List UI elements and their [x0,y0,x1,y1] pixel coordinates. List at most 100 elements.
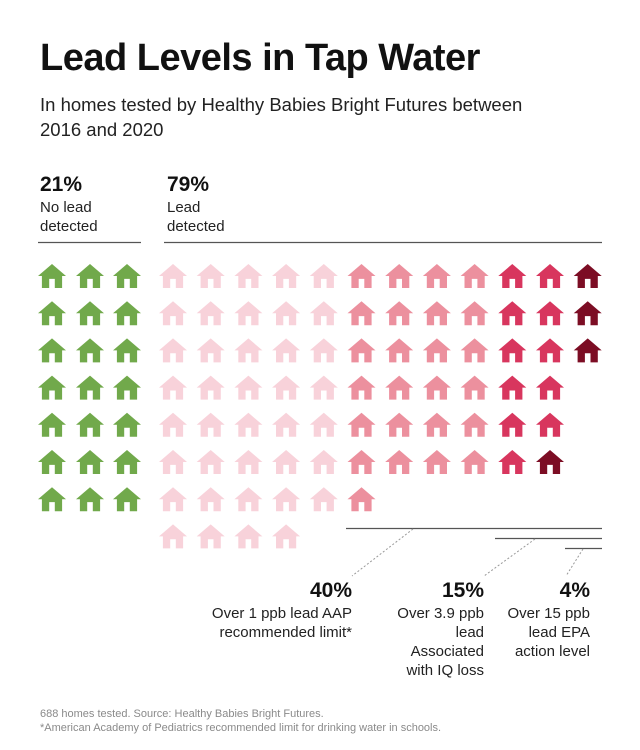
house-icon-over-1 [385,412,414,437]
house-icon-no-lead [113,487,141,512]
house-icon-lead-under-1 [234,450,263,474]
house-icon-over-3-9 [536,412,564,437]
over-1-label: Over 1 ppb lead AAP recommended limit* [211,605,352,641]
house-icon-no-lead [76,487,104,512]
house-icon-lead-under-1 [159,375,187,400]
house-icon-lead-under-1 [196,450,225,474]
house-icon-no-lead [113,264,141,288]
house-icon-lead-under-1 [196,375,225,400]
house-icon-over-1 [385,375,414,400]
house-icon-lead-under-1 [159,450,187,474]
house-icon-over-1 [347,487,376,512]
house-icon-no-lead [76,450,104,474]
house-icon-over-1 [385,301,414,326]
over-3-9-label: Over 3.9 ppb lead Associated with IQ los… [397,605,484,679]
house-icon-no-lead [38,264,66,288]
house-icon-lead-under-1 [272,524,301,549]
house-icon-no-lead [38,338,66,363]
house-icon-no-lead [113,338,141,363]
house-icon-over-1 [460,301,489,326]
house-icon-over-1 [422,264,451,288]
house-icon-lead-under-1 [159,338,187,363]
house-icon-over-15 [573,264,602,288]
house-icon-lead-under-1 [272,450,301,474]
house-icon-lead-under-1 [196,487,225,512]
house-icon-lead-under-1 [309,450,338,474]
house-icon-lead-under-1 [196,301,225,326]
over-1-group: 40% Over 1 ppb lead AAP recommended limi… [152,578,352,642]
house-icon-no-lead [38,412,66,437]
house-icon-over-1 [347,375,376,400]
house-icon-lead-under-1 [272,412,301,437]
house-icon-over-3-9 [536,264,564,288]
house-icon-over-1 [347,412,376,437]
chart-title: Lead Levels in Tap Water [40,37,480,79]
house-icon-over-1 [385,264,414,288]
over-15-label: Over 15 ppb lead EPA action level [507,605,590,660]
chart-subtitle: In homes tested by Healthy Babies Bright… [40,94,523,140]
over-15-leader [565,548,584,577]
house-icon-no-lead [38,450,66,474]
house-icon-lead-under-1 [234,264,263,288]
house-icon-lead-under-1 [234,375,263,400]
house-icon-over-15 [573,301,602,326]
house-icon-lead-under-1 [272,301,301,326]
house-icon-lead-under-1 [159,301,187,326]
over-1-percent: 40% [309,579,352,602]
over-3-9-leader [483,538,536,577]
house-icon-over-1 [347,264,376,288]
house-icon-over-1 [347,301,376,326]
lead-label: Lead detected [167,199,225,235]
house-icon-over-3-9 [498,264,527,288]
house-icon-over-1 [347,338,376,363]
house-icon-over-1 [347,450,376,474]
house-icon-lead-under-1 [309,487,338,512]
house-icon-over-3-9 [498,450,527,474]
house-icon-lead-under-1 [309,412,338,437]
house-icon-lead-under-1 [234,524,263,549]
house-icon-lead-under-1 [309,375,338,400]
house-icon-over-1 [422,338,451,363]
footer-source: 688 homes tested. Source: Healthy Babies… [40,708,324,720]
house-icon-over-1 [422,375,451,400]
house-icon-over-1 [422,301,451,326]
house-icon-over-3-9 [536,338,564,363]
lead-group: 79% Lead detected [167,172,247,236]
over-1-leader [351,528,414,577]
house-icon-lead-under-1 [159,412,187,437]
house-icon-lead-under-1 [234,487,263,512]
house-icon-over-3-9 [498,375,527,400]
house-icon-no-lead [76,375,104,400]
over-15-percent: 4% [559,579,590,602]
house-icon-no-lead [38,301,66,326]
house-icon-over-1 [422,450,451,474]
house-icon-lead-under-1 [196,264,225,288]
over-3-9-percent: 15% [441,579,484,602]
house-icon-no-lead [38,487,66,512]
house-icon-lead-under-1 [196,338,225,363]
over-15-group: 4% Over 15 ppb lead EPA action level [490,578,590,661]
house-icon-over-1 [460,412,489,437]
house-icon-no-lead [76,264,104,288]
house-icon-lead-under-1 [309,264,338,288]
house-icon-over-3-9 [498,412,527,437]
footer: 688 homes tested. Source: Healthy Babies… [40,708,441,735]
house-icon-over-15 [573,338,602,363]
house-icon-over-3-9 [536,301,564,326]
house-icon-lead-under-1 [272,487,301,512]
house-icon-lead-under-1 [159,487,187,512]
house-icon-over-3-9 [498,338,527,363]
no-lead-percent: 21% [40,173,83,196]
house-icon-over-1 [422,412,451,437]
house-icon-over-3-9 [536,375,564,400]
house-icon-no-lead [113,375,141,400]
house-icon-lead-under-1 [272,338,301,363]
over-3-9-group: 15% Over 3.9 ppb lead Associated with IQ… [374,578,484,680]
house-icon-no-lead [113,301,141,326]
lead-percent: 79% [167,173,210,196]
house-icon-lead-under-1 [234,412,263,437]
footer-note: *American Academy of Pediatrics recommen… [40,721,442,734]
house-icon-lead-under-1 [234,338,263,363]
no-lead-group: 21% No lead detected [40,172,120,236]
